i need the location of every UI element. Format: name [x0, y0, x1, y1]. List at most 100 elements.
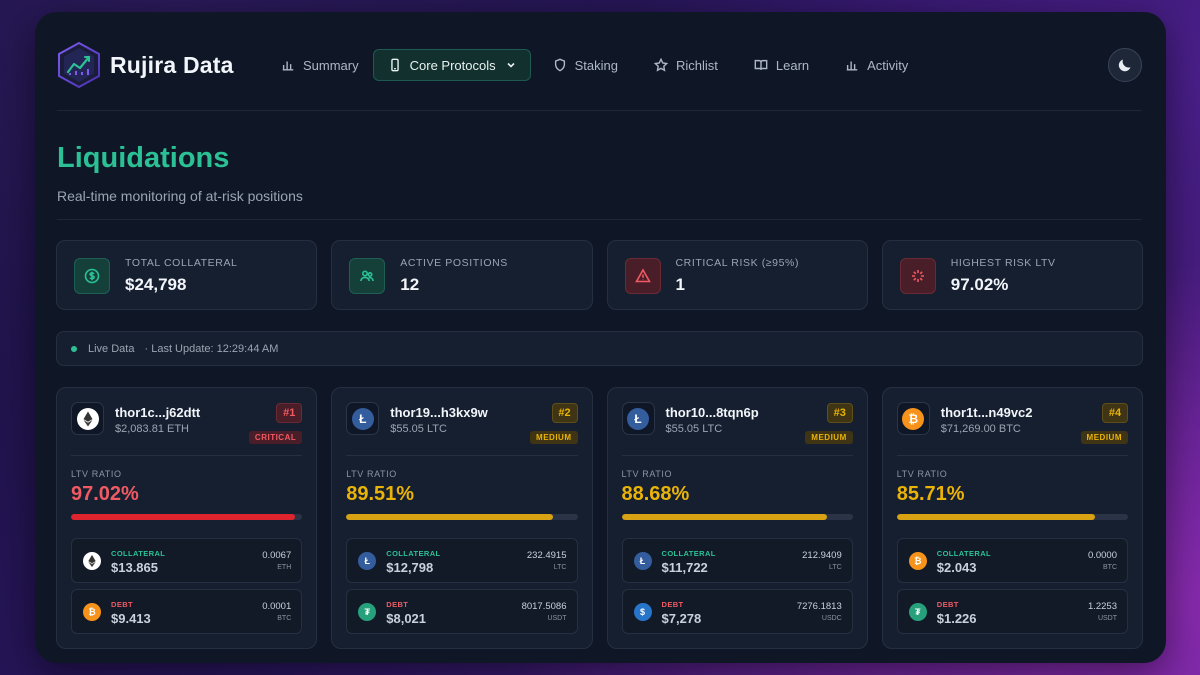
- asset-avatar: [71, 402, 104, 435]
- btc-icon: ₿: [902, 407, 925, 430]
- debt-symbol: USDT: [1097, 615, 1117, 622]
- stat-value: 97.02%: [950, 275, 1009, 294]
- nav-activity[interactable]: Activity: [833, 49, 920, 81]
- positions-grid: thor1c...j62dtt $2,083.81 ETH #1 CRITICA…: [56, 387, 1143, 649]
- wallet-address[interactable]: thor10...8tqn6p: [665, 405, 759, 420]
- live-status-bar: Live Data · Last Update: 12:29:44 AM: [56, 331, 1143, 366]
- app-window: Rujira Data Summary Core Protocols Staki…: [35, 12, 1166, 663]
- users-icon: [349, 258, 386, 294]
- collateral-usd: $2.043: [936, 560, 977, 575]
- ltv-label: LTV RATIO: [346, 469, 397, 479]
- debt-qty: 7276.1813: [796, 601, 842, 612]
- asset-avatar: Ł: [346, 402, 380, 435]
- bar-chart-icon: [846, 61, 858, 71]
- last-update: · Last Update: 12:29:44 AM: [144, 342, 279, 355]
- position-card[interactable]: thor1c...j62dtt $2,083.81 ETH #1 CRITICA…: [56, 387, 318, 649]
- stat-card-active-positions: ACTIVE POSITIONS 12: [331, 240, 593, 310]
- debt-label: DEBT: [661, 600, 684, 609]
- nav-richlist[interactable]: Richlist: [642, 49, 730, 81]
- usdt-icon: ₮: [908, 603, 927, 621]
- risk-badge: MEDIUM: [805, 431, 853, 444]
- chevron-down-icon: [507, 62, 515, 68]
- card-divider: [346, 455, 578, 456]
- live-indicator-dot: [71, 345, 77, 352]
- nav-label: Summary: [303, 57, 359, 73]
- collateral-qty: 232.4915: [526, 550, 567, 561]
- theme-toggle-button[interactable]: [1108, 48, 1142, 82]
- ltc-icon: Ł: [633, 552, 652, 570]
- stat-value: 12: [400, 275, 420, 294]
- star-icon: [653, 58, 668, 72]
- ltc-icon: Ł: [351, 407, 374, 430]
- ltv-value: 85.71%: [896, 483, 965, 505]
- nav-label: Activity: [867, 57, 909, 73]
- collateral-symbol: ETH: [277, 564, 292, 571]
- debt-qty: 8017.5086: [521, 601, 567, 612]
- ltv-progress-bar: [71, 514, 303, 520]
- rank-badge: #2: [551, 403, 578, 423]
- position-card[interactable]: Ł thor10...8tqn6p $55.05 LTC #3 MEDIUM L…: [606, 387, 868, 649]
- card-divider: [71, 455, 303, 456]
- position-amount: $55.05 LTC: [665, 423, 723, 435]
- collateral-qty: 212.9409: [802, 550, 842, 561]
- debt-label: DEBT: [936, 600, 959, 609]
- nav-label: Core Protocols: [409, 57, 496, 73]
- nav-learn[interactable]: Learn: [742, 49, 821, 81]
- collateral-label: COLLATERAL: [661, 549, 716, 558]
- nav-label: Staking: [574, 57, 618, 73]
- sparkle-icon: [899, 258, 936, 294]
- asset-avatar: ₿: [896, 402, 930, 435]
- eth-icon: [76, 407, 99, 430]
- debt-usd: $1.226: [936, 611, 977, 626]
- collateral-usd: $11,722: [661, 560, 708, 575]
- btc-icon: ₿: [83, 603, 101, 621]
- debt-row: $ DEBT $7,278 7276.1813 USDC: [621, 589, 853, 634]
- ltv-label: LTV RATIO: [896, 469, 948, 479]
- brand-name[interactable]: Rujira Data: [110, 52, 234, 78]
- collateral-usd: $13.865: [111, 560, 158, 575]
- debt-symbol: BTC: [277, 615, 292, 622]
- nav-staking[interactable]: Staking: [541, 49, 630, 81]
- stat-label: HIGHEST RISK LTV: [950, 257, 1056, 269]
- collateral-usd: $12,798: [386, 560, 434, 575]
- logo-icon[interactable]: [57, 42, 101, 88]
- btc-icon: ₿: [908, 552, 927, 570]
- position-amount: $71,269.00 BTC: [940, 423, 1021, 435]
- collateral-symbol: LTC: [553, 564, 567, 571]
- collateral-symbol: LTC: [829, 564, 842, 571]
- ltv-progress-fill: [621, 514, 827, 520]
- wallet-address[interactable]: thor19...h3kx9w: [390, 405, 488, 420]
- risk-badge: MEDIUM: [530, 431, 578, 444]
- debt-row: ₿ DEBT $9.413 0.0001 BTC: [71, 589, 303, 634]
- nav-core-protocols[interactable]: Core Protocols: [372, 49, 531, 81]
- nav-label: Richlist: [675, 57, 718, 73]
- shield-icon: [554, 58, 565, 72]
- debt-usd: $9.413: [111, 611, 151, 626]
- position-card[interactable]: ₿ thor1t...n49vc2 $71,269.00 BTC #4 MEDI…: [881, 387, 1143, 649]
- collateral-row: COLLATERAL $13.865 0.0067 ETH: [71, 538, 303, 583]
- ltv-progress-bar: [896, 514, 1128, 520]
- usdt-icon: ₮: [358, 603, 377, 621]
- debt-qty: 1.2253: [1087, 601, 1117, 612]
- collateral-symbol: BTC: [1103, 564, 1117, 571]
- collateral-row: Ł COLLATERAL $12,798 232.4915 LTC: [346, 538, 578, 583]
- wallet-address[interactable]: thor1t...n49vc2: [940, 405, 1033, 420]
- stat-card-critical-risk: CRITICAL RISK (≥95%) 1: [606, 240, 868, 310]
- ltv-label: LTV RATIO: [621, 469, 673, 479]
- debt-symbol: USDC: [821, 615, 842, 622]
- ltc-icon: Ł: [627, 407, 649, 430]
- stat-card-total-collateral: TOTAL COLLATERAL $24,798: [56, 240, 318, 310]
- debt-row: ₮ DEBT $1.226 1.2253 USDT: [896, 589, 1128, 634]
- nav-summary[interactable]: Summary: [269, 49, 371, 81]
- stat-label: TOTAL COLLATERAL: [125, 257, 238, 269]
- rank-badge: #1: [276, 403, 303, 423]
- wallet-address[interactable]: thor1c...j62dtt: [115, 405, 201, 420]
- position-amount: $2,083.81 ETH: [115, 423, 189, 435]
- position-amount: $55.05 LTC: [390, 423, 447, 435]
- stat-value: $24,798: [125, 275, 187, 294]
- position-card[interactable]: Ł thor19...h3kx9w $55.05 LTC #2 MEDIUM L…: [331, 387, 593, 649]
- nav-label: Learn: [775, 57, 810, 73]
- ltv-progress-fill: [346, 514, 554, 520]
- debt-usd: $8,021: [386, 611, 427, 626]
- ltv-value: 88.68%: [621, 483, 690, 505]
